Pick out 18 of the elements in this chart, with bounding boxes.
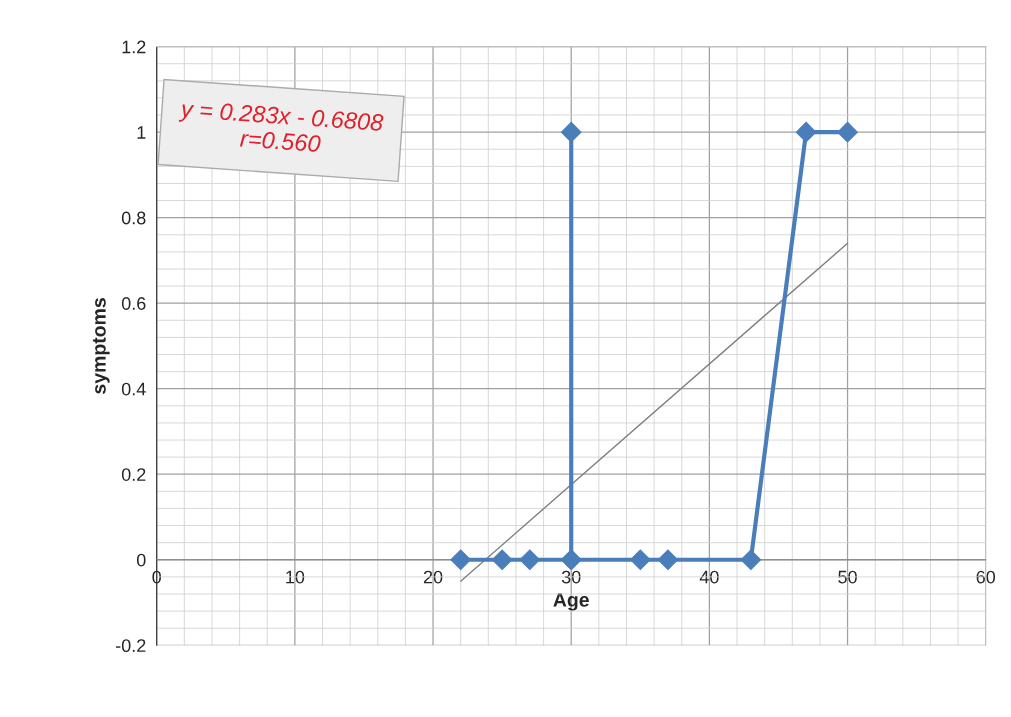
x-tick-label: 30 <box>561 570 581 584</box>
y-tick-label: 0.4 <box>121 382 146 396</box>
x-tick-label: 10 <box>286 570 305 584</box>
annotation: r=0.560 <box>239 129 321 153</box>
x-tick-label: 40 <box>699 570 719 584</box>
y-tick-label: -0.2 <box>115 639 146 653</box>
annotation: y = 0.283x - 0.6808 <box>178 103 384 132</box>
y-tick-label: 1 <box>137 126 146 139</box>
y-tick-label: 0.2 <box>121 468 146 481</box>
x-tick-label: 60 <box>976 570 996 584</box>
y-tick-label: 0.6 <box>121 297 146 310</box>
x-axis-title: Age <box>553 593 589 611</box>
x-tick-label: 20 <box>423 570 443 584</box>
y-tick-label: 0.8 <box>121 211 146 225</box>
y-tick-label: 1.2 <box>122 40 146 54</box>
x-tick-label: 50 <box>838 570 857 584</box>
y-tick-label: 0 <box>136 553 146 567</box>
y-axis-title: symptoms <box>92 298 110 394</box>
